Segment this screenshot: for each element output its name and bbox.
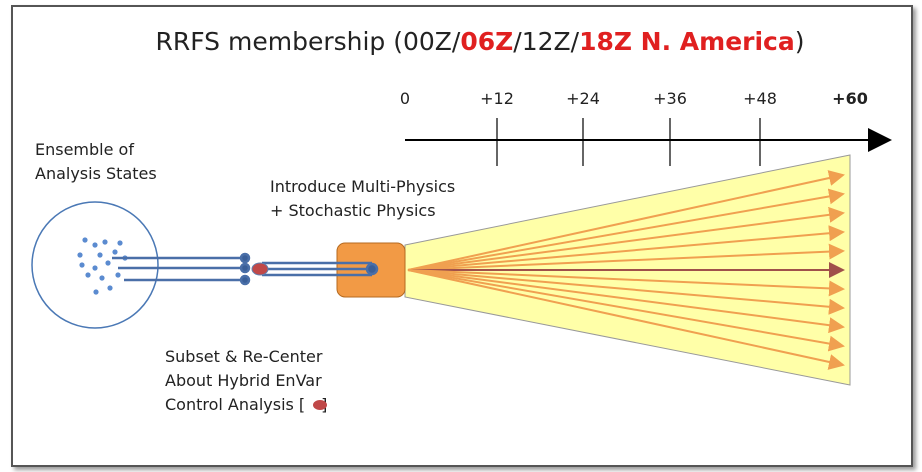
timeline-label: +36	[653, 89, 687, 108]
title-part: 06Z	[460, 27, 513, 56]
dot	[107, 285, 113, 291]
dot	[92, 265, 98, 271]
ensemble-label: Ensemble of	[35, 140, 134, 159]
dot	[117, 240, 123, 246]
dot	[77, 252, 83, 258]
dot	[85, 272, 91, 278]
arrow	[407, 170, 845, 271]
timeline-label: 0	[400, 89, 410, 108]
subset-label: About Hybrid EnVar	[165, 371, 322, 390]
dot	[102, 239, 108, 245]
timeline-label: +24	[566, 89, 600, 108]
subset-label: Control Analysis []	[165, 395, 327, 414]
subset-label: Subset & Re-Center	[165, 347, 323, 366]
arrow	[407, 269, 845, 334]
dot	[99, 275, 105, 281]
control-icon	[313, 400, 327, 410]
ensemble-dots	[77, 237, 128, 295]
dot	[79, 262, 85, 268]
title-part: RRFS membership (00Z/	[155, 27, 460, 56]
arrow	[407, 269, 845, 352]
arrow	[407, 269, 845, 370]
arrow	[407, 225, 845, 271]
timeline-label: +12	[480, 89, 514, 108]
subset-label: Control Analysis [	[165, 395, 305, 414]
physics-label: Introduce Multi-Physics	[270, 177, 455, 196]
dot	[92, 242, 98, 248]
dot	[82, 237, 88, 243]
ensemble-arrows	[407, 170, 845, 370]
control-analysis	[251, 262, 269, 276]
ensemble-circle	[31, 201, 159, 329]
title-part: )	[795, 27, 805, 56]
dot	[112, 249, 118, 255]
dot	[105, 260, 111, 266]
timeline-label: +48	[743, 89, 777, 108]
arrow	[407, 206, 845, 271]
dot	[97, 252, 103, 258]
recenter-lines	[262, 261, 379, 277]
ensemble-label: Analysis States	[35, 164, 157, 183]
arrow	[407, 188, 845, 271]
arrow	[407, 269, 845, 315]
dot	[93, 289, 99, 295]
arrow	[407, 243, 845, 271]
title-part: 18Z N. America	[579, 27, 795, 56]
timeline-label: +60	[832, 89, 868, 108]
physics-label: + Stochastic Physics	[270, 201, 436, 220]
title-part: /12Z/	[513, 27, 579, 56]
subset-lines	[112, 252, 251, 286]
dot	[115, 272, 121, 278]
arrow	[407, 269, 845, 297]
timeline: 0 +12 +24 +36 +48 +60	[400, 89, 892, 166]
title: RRFS membership (00Z/06Z/12Z/18Z N. Amer…	[155, 27, 804, 56]
